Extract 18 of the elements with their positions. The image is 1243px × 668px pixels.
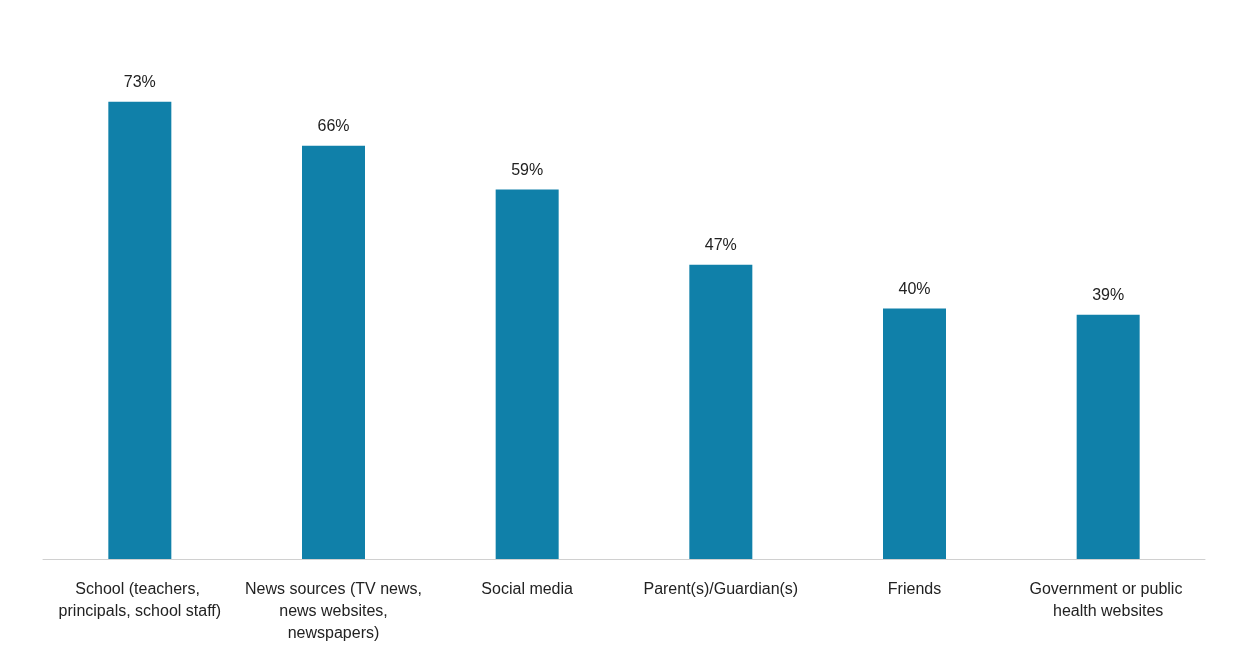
x-tick-label: Parent(s)/Guardian(s)	[643, 579, 799, 597]
bar	[302, 145, 365, 559]
data-label: 66%	[317, 117, 350, 135]
x-tick-label: News sources (TV news, news websites, newspapers)	[245, 579, 422, 641]
bar	[1076, 314, 1140, 559]
data-label: 39%	[1092, 286, 1125, 304]
data-label: 73%	[123, 73, 156, 91]
data-label: 59%	[511, 161, 544, 179]
bar	[495, 189, 559, 559]
x-tick-label: School (teachers, principals, school staff)	[58, 579, 222, 619]
x-tick-label: Government or public health websites	[1029, 579, 1187, 619]
bar	[108, 101, 172, 559]
x-tick-label: Social media	[481, 579, 574, 597]
data-label: 40%	[898, 280, 931, 297]
x-tick-label: Friends	[887, 579, 942, 597]
bar	[883, 308, 946, 559]
bar	[689, 264, 753, 559]
data-label: 47%	[704, 236, 737, 254]
